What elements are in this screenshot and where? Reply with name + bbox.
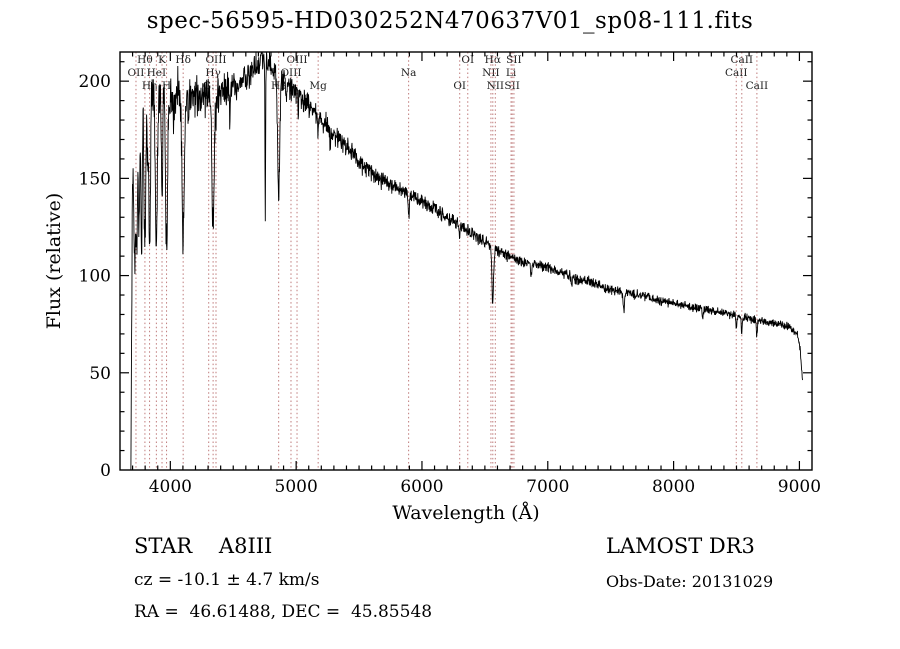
spectral-line-markers: OIIHθHηHeIKHHδG:HγOIIIHβOIIIOIIIMgNaOIOI…	[128, 52, 769, 470]
ticks	[120, 52, 812, 470]
line-marker-label: HeI	[147, 67, 167, 79]
line-marker-label: CaII	[746, 80, 769, 92]
y-tick-label: 100	[79, 267, 111, 287]
radial-velocity-label: cz = -10.1 ± 4.7 km/s	[134, 570, 320, 590]
x-axis-label: Wavelength (Å)	[392, 502, 539, 524]
x-tick-label: 7000	[526, 477, 569, 497]
line-marker-label: SII	[504, 80, 520, 92]
survey-release-label: LAMOST DR3	[606, 534, 755, 558]
spectrum-flux-line	[130, 51, 803, 471]
line-marker-label: H	[162, 80, 171, 92]
line-marker-label: OI	[461, 54, 474, 66]
line-marker-label: NII	[487, 80, 504, 92]
line-marker-label: OI	[453, 80, 466, 92]
y-tick-label: 50	[89, 364, 111, 384]
line-marker-label: K	[158, 54, 166, 66]
line-marker-label: OIII	[205, 54, 226, 66]
line-marker-label: Hγ	[205, 67, 220, 79]
line-marker-label: Hη	[142, 80, 157, 92]
object-class-label: STAR A8III	[134, 534, 273, 558]
x-tick-label: 6000	[400, 477, 443, 497]
line-marker-label: SII	[506, 54, 522, 66]
x-tick-label: 4000	[149, 477, 192, 497]
obs-date-label: Obs-Date: 20131029	[606, 572, 774, 591]
axes-box	[119, 51, 813, 471]
line-marker-label: Hδ	[175, 54, 190, 66]
line-marker-label: Na	[401, 67, 416, 79]
line-marker-label: CaII	[725, 67, 748, 79]
line-marker-label: Mg	[309, 80, 327, 92]
x-tick-label: 8000	[652, 477, 695, 497]
line-marker-label: NII	[482, 67, 499, 79]
x-tick-label: 5000	[275, 477, 318, 497]
line-marker-label: OIII	[286, 54, 307, 66]
y-axis-label: Flux (relative)	[43, 193, 65, 330]
ra-dec-label: RA = 46.61488, DEC = 45.85548	[134, 602, 433, 622]
line-marker-label: Hθ	[137, 54, 152, 66]
line-marker-label: Hα	[485, 54, 501, 66]
x-tick-label: 9000	[778, 477, 821, 497]
line-marker-label: Li	[506, 67, 517, 79]
page-title: spec-56595-HD030252N470637V01_sp08-111.f…	[146, 8, 754, 34]
line-marker-label: CaII	[730, 54, 753, 66]
line-marker-label: OIII	[280, 67, 301, 79]
y-tick-label: 0	[100, 461, 111, 481]
line-marker-label: OII	[128, 67, 145, 79]
y-tick-label: 150	[79, 169, 111, 189]
y-tick-label: 200	[79, 72, 111, 92]
